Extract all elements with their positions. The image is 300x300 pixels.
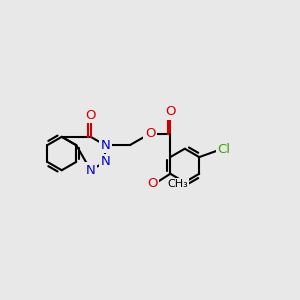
Text: O: O	[147, 177, 158, 190]
Text: Cl: Cl	[217, 143, 230, 156]
Text: N: N	[100, 139, 110, 152]
Text: O: O	[85, 109, 96, 122]
Text: CH₃: CH₃	[168, 179, 188, 189]
Text: O: O	[165, 105, 175, 119]
Text: N: N	[86, 164, 96, 177]
Text: N: N	[100, 155, 110, 168]
Text: O: O	[145, 127, 155, 140]
